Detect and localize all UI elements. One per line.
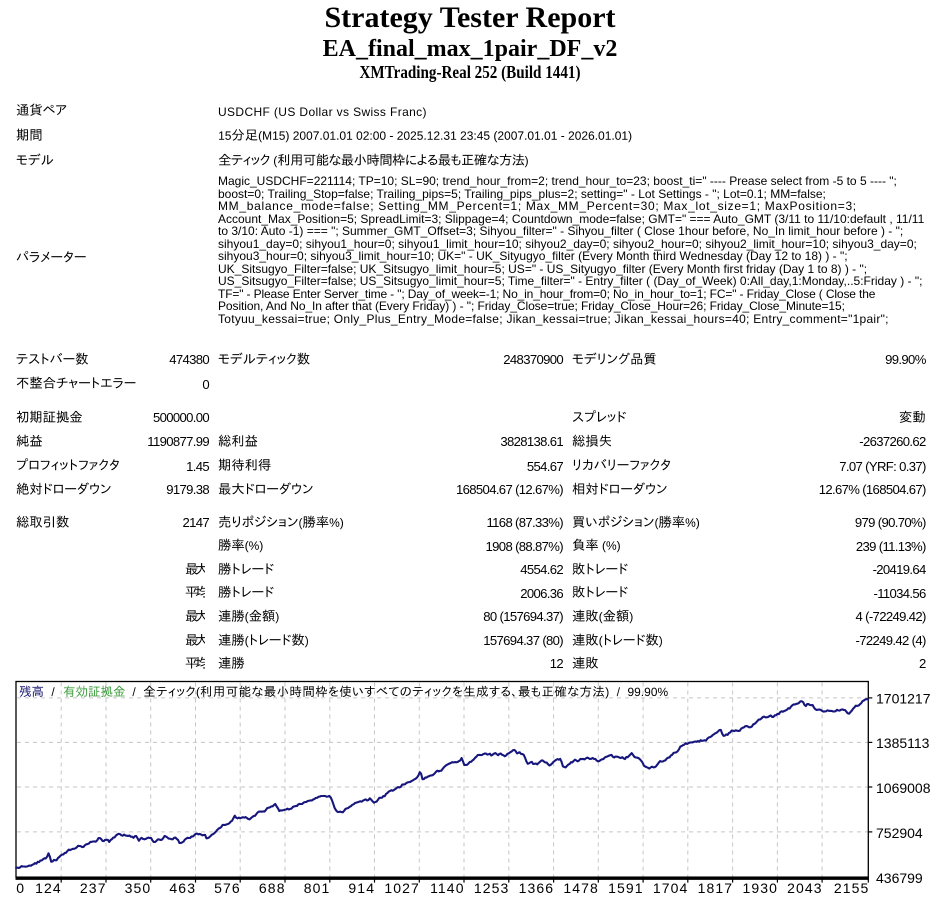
svg-text:801: 801 — [304, 880, 331, 896]
svg-text:1385113: 1385113 — [876, 735, 930, 751]
svg-text:914: 914 — [348, 880, 375, 896]
svg-text:688: 688 — [259, 880, 286, 896]
svg-text:1140: 1140 — [430, 880, 465, 896]
svg-text:1817: 1817 — [698, 880, 734, 896]
svg-text:1704: 1704 — [653, 880, 689, 896]
svg-text:1027: 1027 — [384, 880, 420, 896]
svg-text:237: 237 — [80, 880, 107, 896]
svg-text:1930: 1930 — [742, 880, 778, 896]
svg-text:1069008: 1069008 — [876, 780, 931, 796]
svg-text:1701217: 1701217 — [876, 691, 931, 707]
svg-text:0: 0 — [16, 880, 25, 896]
svg-text:2043: 2043 — [787, 880, 823, 896]
svg-text:436799: 436799 — [876, 870, 923, 886]
svg-text:1366: 1366 — [519, 880, 555, 896]
svg-text:752904: 752904 — [876, 825, 923, 841]
svg-text:463: 463 — [169, 880, 196, 896]
svg-text:350: 350 — [125, 880, 152, 896]
svg-text:1253: 1253 — [474, 880, 510, 896]
svg-text:124: 124 — [35, 880, 62, 896]
svg-text:1478: 1478 — [563, 880, 599, 896]
svg-text:1591: 1591 — [608, 880, 644, 896]
svg-text:576: 576 — [214, 880, 241, 896]
svg-text:2155: 2155 — [834, 880, 870, 896]
